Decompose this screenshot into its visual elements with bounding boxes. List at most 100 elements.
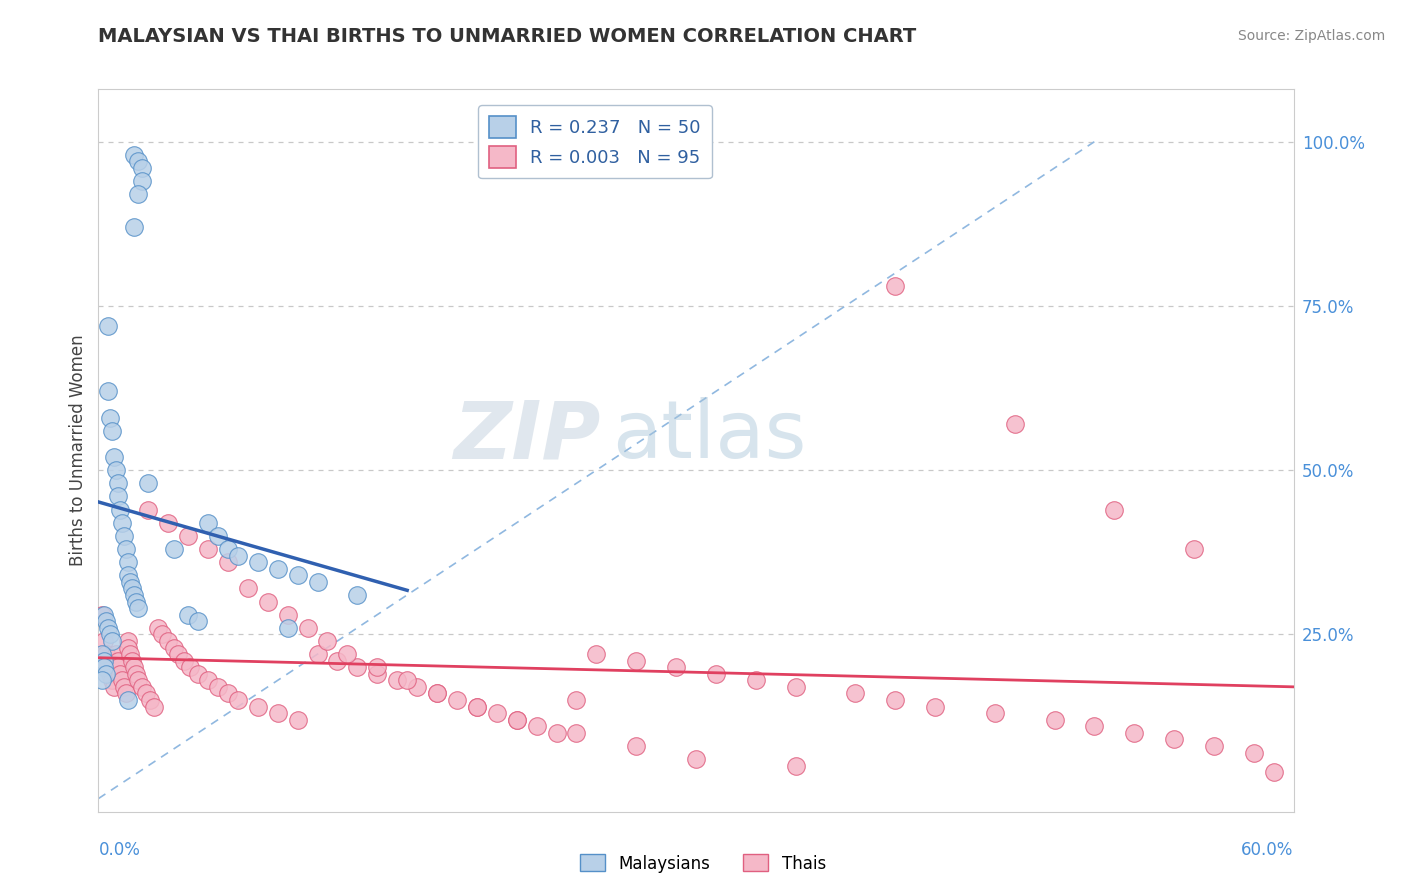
- Point: [267, 706, 290, 721]
- Point: [150, 627, 173, 641]
- Point: [163, 640, 186, 655]
- Point: [526, 719, 548, 733]
- Point: [246, 699, 269, 714]
- Point: [136, 476, 159, 491]
- Point: [117, 568, 139, 582]
- Point: [111, 516, 134, 530]
- Point: [115, 686, 138, 700]
- Point: [366, 666, 388, 681]
- Point: [110, 666, 132, 681]
- Point: [125, 666, 148, 681]
- Point: [446, 693, 468, 707]
- Point: [884, 693, 907, 707]
- Point: [1243, 746, 1265, 760]
- Point: [665, 660, 688, 674]
- Point: [585, 647, 607, 661]
- Point: [307, 574, 329, 589]
- Point: [91, 647, 114, 661]
- Point: [207, 680, 229, 694]
- Point: [1083, 719, 1105, 733]
- Point: [406, 680, 429, 694]
- Point: [506, 713, 529, 727]
- Point: [884, 279, 907, 293]
- Point: [277, 607, 299, 622]
- Point: [112, 680, 135, 694]
- Point: [565, 726, 588, 740]
- Point: [97, 318, 120, 333]
- Point: [91, 673, 114, 688]
- Point: [157, 634, 180, 648]
- Point: [105, 647, 128, 661]
- Point: [107, 490, 129, 504]
- Point: [179, 660, 201, 674]
- Point: [136, 502, 159, 516]
- Point: [98, 627, 122, 641]
- Point: [91, 607, 114, 622]
- Point: [785, 758, 807, 772]
- Text: ZIP: ZIP: [453, 397, 600, 475]
- Point: [465, 699, 488, 714]
- Point: [112, 529, 135, 543]
- Point: [127, 601, 149, 615]
- Point: [127, 673, 149, 688]
- Text: MALAYSIAN VS THAI BIRTHS TO UNMARRIED WOMEN CORRELATION CHART: MALAYSIAN VS THAI BIRTHS TO UNMARRIED WO…: [98, 27, 917, 45]
- Point: [307, 647, 329, 661]
- Point: [626, 739, 648, 753]
- Point: [105, 463, 128, 477]
- Point: [187, 666, 209, 681]
- Point: [546, 726, 568, 740]
- Point: [1202, 739, 1225, 753]
- Point: [131, 680, 153, 694]
- Point: [101, 634, 124, 648]
- Point: [107, 654, 129, 668]
- Point: [93, 660, 115, 674]
- Point: [177, 529, 200, 543]
- Point: [1263, 765, 1285, 780]
- Point: [97, 384, 120, 399]
- Point: [121, 582, 143, 596]
- Point: [117, 693, 139, 707]
- Point: [336, 647, 359, 661]
- Point: [177, 607, 200, 622]
- Point: [127, 187, 149, 202]
- Point: [316, 634, 339, 648]
- Point: [1004, 417, 1026, 432]
- Point: [143, 699, 166, 714]
- Point: [287, 568, 309, 582]
- Point: [326, 654, 349, 668]
- Point: [197, 673, 219, 688]
- Point: [236, 582, 259, 596]
- Point: [785, 680, 807, 694]
- Text: 60.0%: 60.0%: [1241, 840, 1294, 859]
- Point: [117, 555, 139, 569]
- Point: [366, 660, 388, 674]
- Text: 0.0%: 0.0%: [98, 840, 141, 859]
- Point: [297, 621, 319, 635]
- Point: [96, 666, 118, 681]
- Text: Source: ZipAtlas.com: Source: ZipAtlas.com: [1237, 29, 1385, 43]
- Point: [93, 654, 115, 668]
- Point: [626, 654, 648, 668]
- Point: [96, 614, 118, 628]
- Point: [1104, 502, 1126, 516]
- Point: [131, 161, 153, 175]
- Legend: R = 0.237   N = 50, R = 0.003   N = 95: R = 0.237 N = 50, R = 0.003 N = 95: [478, 105, 711, 178]
- Point: [704, 666, 727, 681]
- Point: [148, 621, 170, 635]
- Point: [125, 594, 148, 608]
- Point: [844, 686, 866, 700]
- Point: [124, 660, 146, 674]
- Point: [96, 647, 118, 661]
- Point: [124, 588, 146, 602]
- Legend: Malaysians, Thais: Malaysians, Thais: [574, 847, 832, 880]
- Point: [103, 680, 125, 694]
- Point: [217, 686, 239, 700]
- Point: [103, 450, 125, 464]
- Point: [93, 634, 115, 648]
- Point: [197, 541, 219, 556]
- Point: [124, 220, 146, 235]
- Point: [117, 640, 139, 655]
- Point: [197, 516, 219, 530]
- Point: [226, 549, 249, 563]
- Point: [346, 660, 368, 674]
